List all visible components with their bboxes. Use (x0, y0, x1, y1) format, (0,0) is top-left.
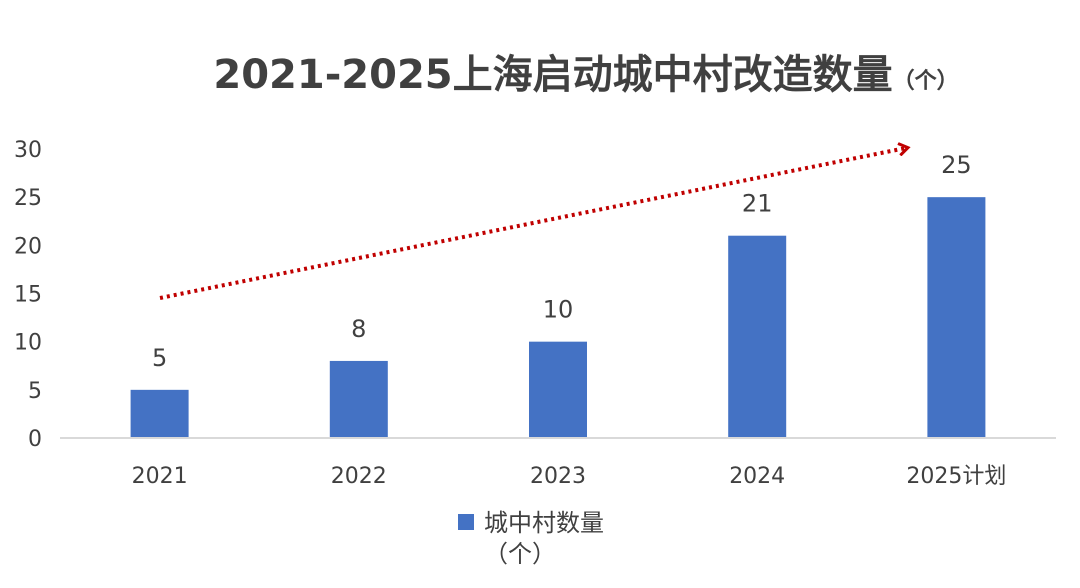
data-label: 8 (351, 315, 366, 343)
chart-title-unit: （个） (893, 69, 959, 94)
chart-title: 2021-2025上海启动城中村改造数量（个） (213, 52, 958, 98)
y-tick-label: 25 (14, 186, 42, 211)
x-axis: 2021 2022 2023 2024 2025计划 (60, 437, 1056, 489)
bar (728, 235, 787, 438)
x-tick-label: 2023 (530, 464, 586, 489)
legend-label: 城中村数量 (484, 509, 604, 537)
data-label: 5 (152, 344, 167, 372)
x-tick-label: 2022 (331, 464, 387, 489)
bar (130, 389, 189, 438)
x-tick-label: 2024 (729, 464, 785, 489)
y-tick-label: 30 (14, 138, 42, 163)
bars (130, 197, 986, 438)
chart-title-main: 2021-2025上海启动城中村改造数量 (213, 52, 892, 98)
y-tick-label: 10 (14, 331, 42, 356)
data-label: 21 (742, 190, 773, 218)
y-tick-label: 15 (14, 283, 42, 308)
legend-swatch (458, 514, 474, 530)
x-tick-label: 2025计划 (906, 464, 1006, 489)
bar (329, 360, 388, 438)
y-tick-label: 5 (28, 379, 42, 404)
trend-arrow (159, 148, 906, 300)
legend-label-unit: （个） (484, 540, 556, 568)
data-label: 25 (941, 151, 972, 179)
y-tick-label: 20 (14, 234, 42, 259)
bar (529, 341, 587, 438)
data-label: 10 (543, 296, 574, 324)
y-axis: 0 5 10 15 20 25 30 (14, 138, 42, 452)
x-tick-label: 2021 (132, 464, 188, 489)
legend: 城中村数量 （个） (458, 509, 604, 568)
y-tick-label: 0 (28, 427, 42, 452)
data-labels: 5 8 10 21 25 (152, 151, 972, 372)
bar (927, 197, 986, 438)
